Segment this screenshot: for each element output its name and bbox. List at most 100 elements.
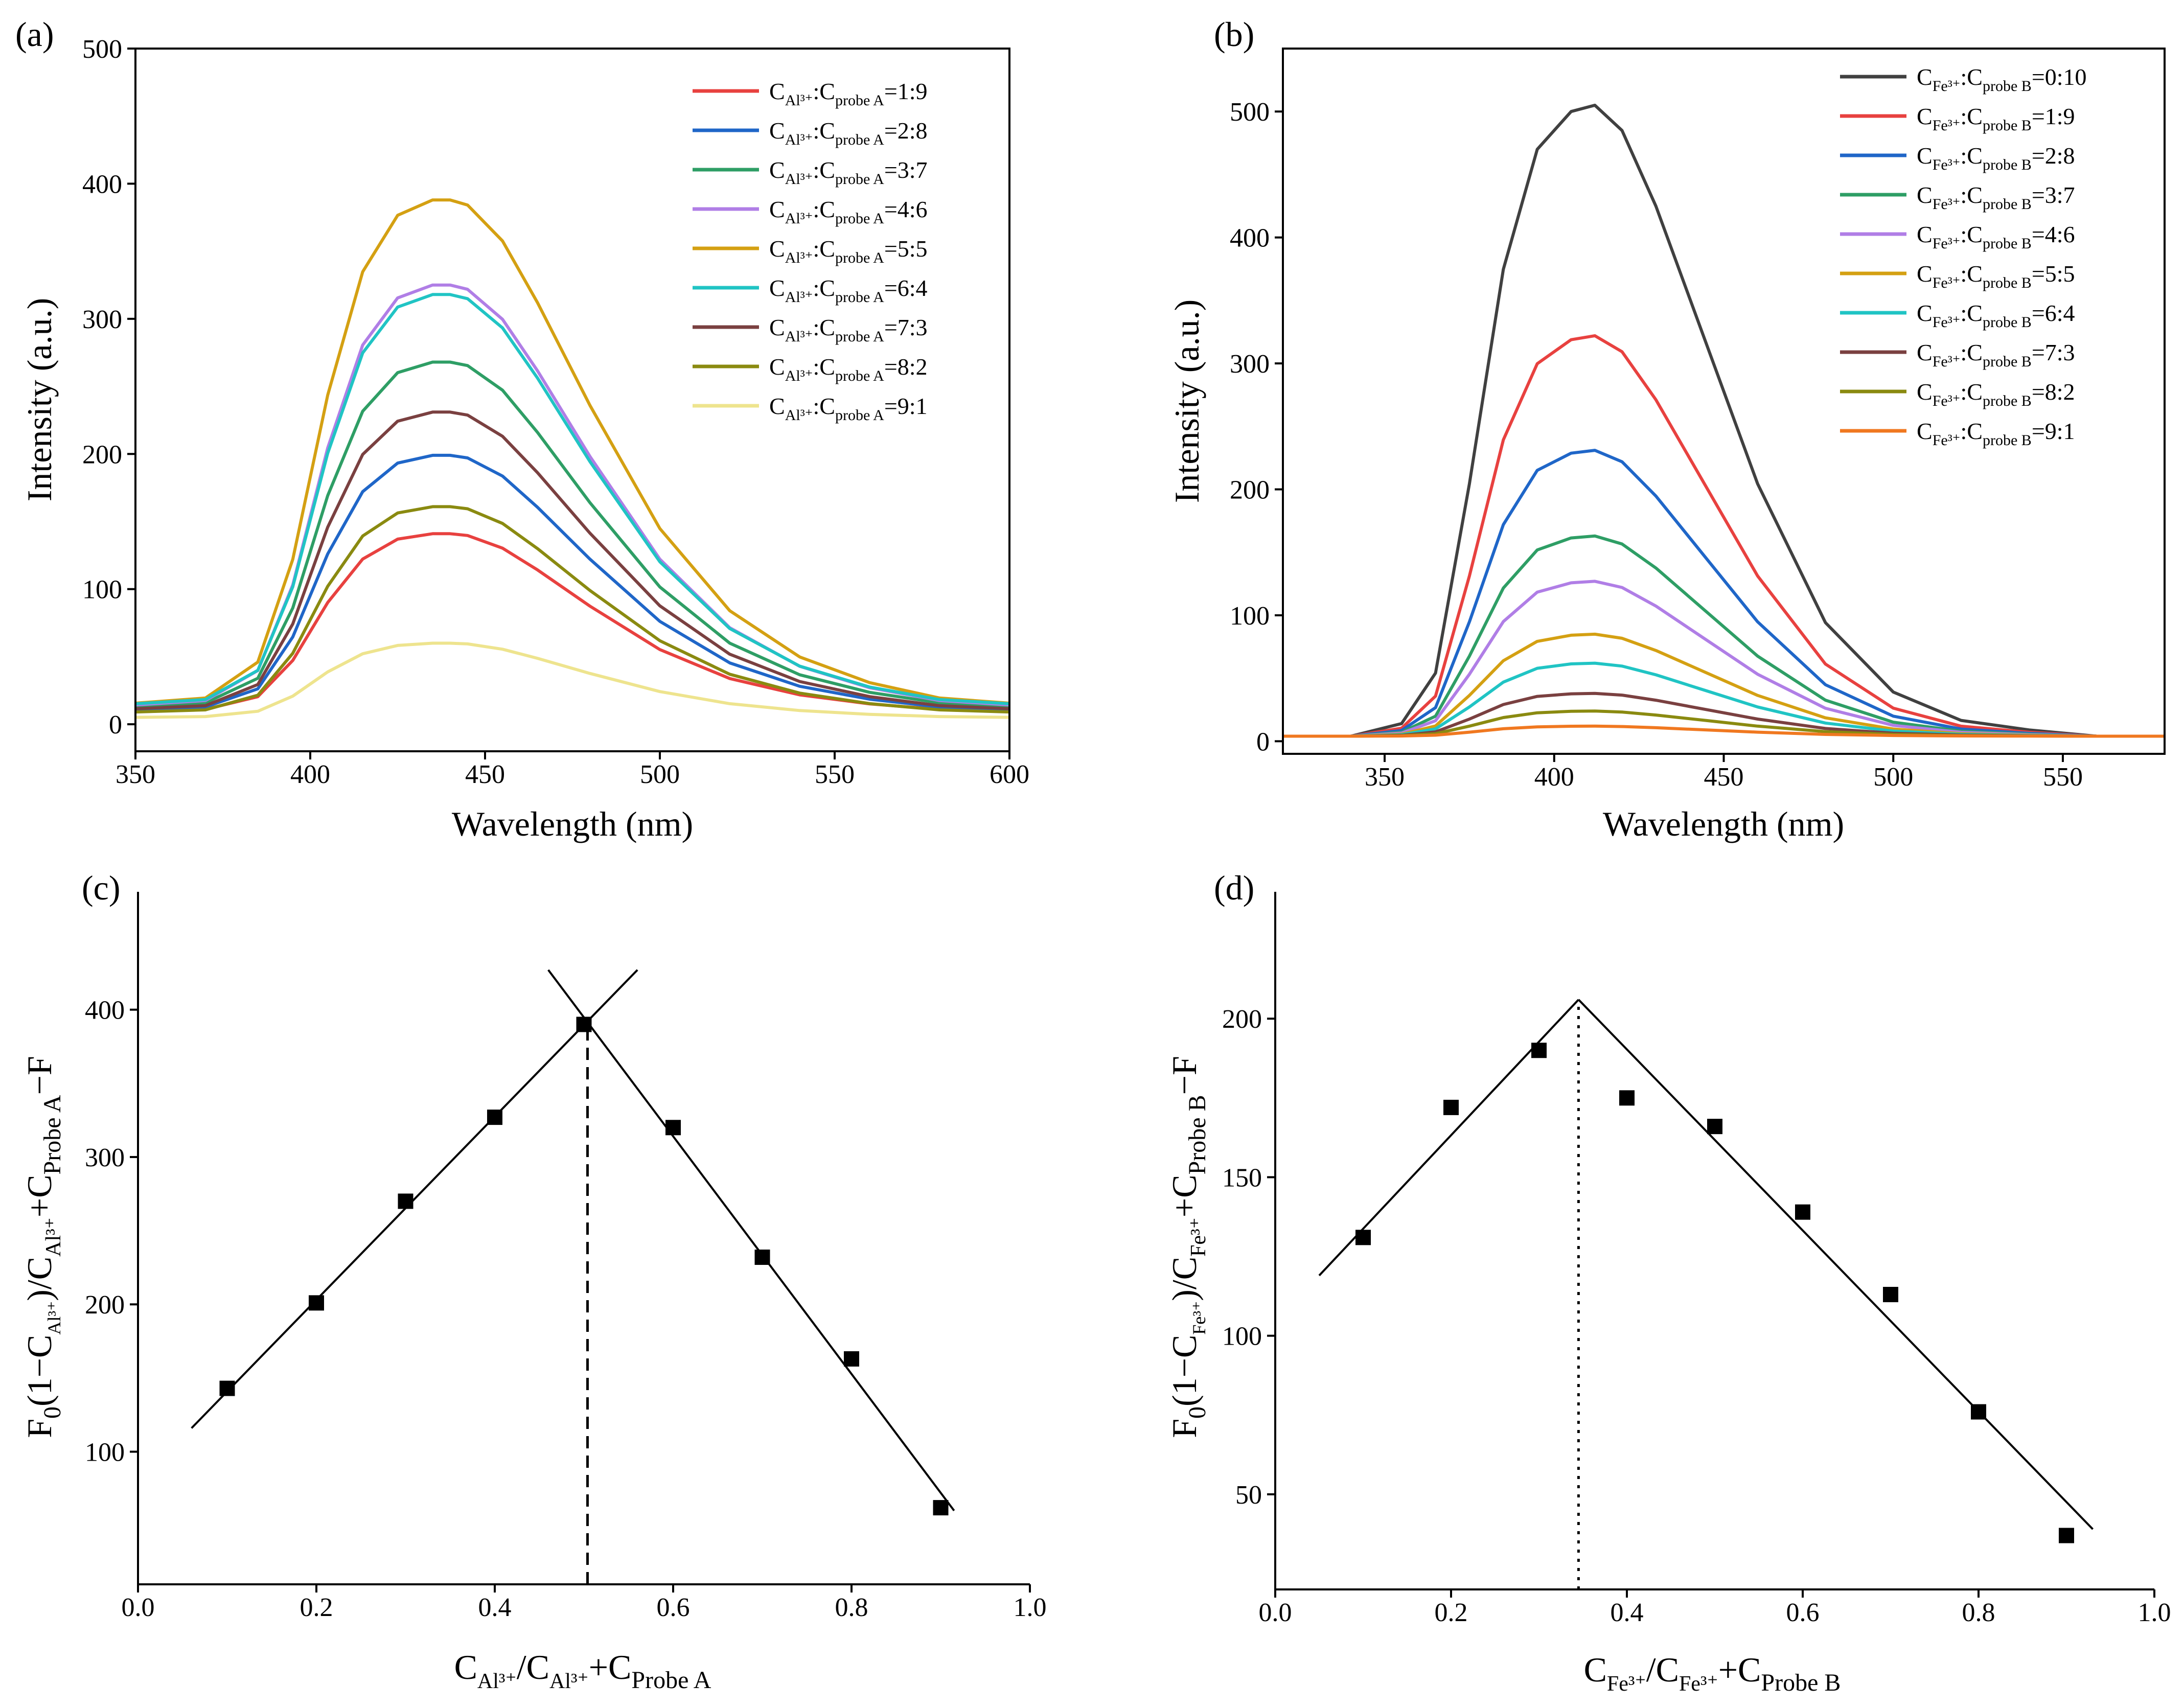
pa-series-line	[135, 283, 1010, 707]
pd-data-point	[1443, 1099, 1459, 1115]
pd-ytick-label: 50	[1235, 1481, 1262, 1510]
panel-d-fit-lines	[1318, 999, 2094, 1589]
pa-xtick-label: 600	[990, 760, 1029, 789]
pb-ytick-label: 300	[1230, 350, 1270, 379]
panel-a-label: (a)	[15, 15, 54, 54]
panel-b-legend: CFe³⁺:Cprobe B=0:10 CFe³⁺:Cprobe B=1:9 CFe…	[1840, 64, 2087, 449]
pa-series-line	[135, 505, 1010, 714]
panel-d-points	[1355, 1043, 2074, 1543]
pa-ytick-label: 300	[82, 305, 122, 334]
pb-series-line	[1283, 449, 2165, 738]
pc-xtick-label: 0.0	[122, 1593, 155, 1622]
pd-data-point	[1355, 1230, 1371, 1245]
pa-ytick-label: 100	[82, 575, 122, 605]
pc-data-point	[754, 1249, 770, 1265]
pa-series-line	[135, 410, 1010, 710]
panel-a: (a) 350 400 450 500 550 600 0 100 200 300 400 500 W…	[15, 15, 1029, 843]
pc-data-point	[487, 1110, 502, 1125]
panel-c-label: (c)	[82, 868, 120, 907]
panel-c-ticks: 0.0 0.2 0.4 0.6 0.8 1.0 100 200 300 400	[85, 996, 1047, 1622]
pb-series-line	[1283, 334, 2165, 738]
pb-legend-label: CFe³⁺:Cprobe B=8:2	[1917, 379, 2075, 409]
pa-xtick-label: 400	[290, 760, 330, 789]
pa-xtick-label: 550	[815, 760, 855, 789]
pa-series-line	[135, 198, 1010, 705]
pa-series-line	[135, 453, 1010, 711]
panel-d-label: (d)	[1214, 868, 1254, 907]
pd-ytick-label: 100	[1222, 1322, 1262, 1351]
pc-xtick-label: 0.6	[657, 1593, 690, 1622]
pb-ytick-label: 500	[1230, 98, 1270, 127]
panel-d-ticks: 0.0 0.2 0.4 0.6 0.8 1.0 50 100 150 200	[1222, 1005, 2171, 1627]
pd-ytick-label: 200	[1222, 1005, 1262, 1034]
pa-series-line	[135, 641, 1010, 719]
pa-legend-label: CAl³⁺:Cprobe A=9:1	[769, 393, 928, 424]
pd-data-point	[1531, 1043, 1547, 1058]
pc-ytick-label: 200	[85, 1290, 125, 1320]
pc-data-point	[844, 1351, 859, 1367]
pa-legend-label: CAl³⁺:Cprobe A=5:5	[769, 236, 928, 266]
pc-xtick-label: 0.2	[300, 1593, 333, 1622]
pb-ytick-label: 100	[1230, 602, 1270, 631]
panel-c: (c) 0.0 0.2 0.4 0.6 0.8 1.0 100 200 300 400 CAl³⁺…	[20, 868, 1047, 1694]
panel-c-ylabel: F0(1−CAl³⁺)/CAl³⁺+CProbe A−F	[20, 1056, 66, 1438]
pd-xtick-label: 0.6	[1786, 1598, 1820, 1627]
panel-d-xlabel: CFe³⁺/CFe³⁺+CProbe B	[1584, 1650, 1841, 1696]
pb-xtick-label: 400	[1534, 763, 1574, 792]
pa-ytick-label: 200	[82, 440, 122, 469]
pd-data-point	[1971, 1404, 1986, 1420]
pa-ytick-label: 0	[109, 710, 122, 740]
pa-ytick-label: 500	[82, 35, 122, 64]
panel-d-ylabel: F0(1−CFe³⁺)/CFe³⁺+CProbe B−F	[1165, 1056, 1211, 1438]
pb-legend-label: CFe³⁺:Cprobe B=7:3	[1917, 339, 2075, 370]
pc-data-point	[576, 1017, 592, 1032]
pb-series-line	[1283, 724, 2165, 738]
pb-ytick-label: 400	[1230, 224, 1270, 253]
pb-series-line	[1283, 103, 2165, 738]
pd-xtick-label: 1.0	[2138, 1598, 2171, 1627]
pb-legend-label: CFe³⁺:Cprobe B=4:6	[1917, 221, 2075, 252]
panel-a-curves	[135, 198, 1010, 719]
panel-b-ticks: 350 400 450 500 550 0 100 200 300 400 500	[1230, 98, 2083, 792]
pb-ytick-label: 200	[1230, 476, 1270, 505]
pb-legend-label: CFe³⁺:Cprobe B=6:4	[1917, 300, 2075, 331]
pa-xtick-label: 450	[465, 760, 505, 789]
pc-data-point	[219, 1380, 235, 1396]
pb-xtick-label: 350	[1365, 763, 1405, 792]
pa-series-line	[135, 293, 1010, 705]
pc-data-point	[933, 1500, 949, 1516]
pa-legend-label: CAl³⁺:Cprobe A=6:4	[769, 275, 928, 306]
panel-c-points	[219, 1017, 949, 1516]
pd-data-point	[2059, 1528, 2074, 1543]
pc-data-point	[309, 1295, 324, 1311]
pb-xtick-label: 550	[2043, 763, 2083, 792]
pd-ytick-label: 150	[1222, 1163, 1262, 1192]
pa-ytick-label: 400	[82, 170, 122, 199]
pd-xtick-label: 0.4	[1611, 1598, 1644, 1627]
panel-b: (b) 350 400 450 500 550 0 100 200 300 400 500 Wave…	[1167, 15, 2166, 843]
pb-legend-label: CFe³⁺:Cprobe B=5:5	[1917, 261, 2075, 291]
pc-data-point	[665, 1120, 681, 1136]
pa-legend-label: CAl³⁺:Cprobe A=4:6	[769, 196, 928, 227]
pc-xtick-label: 0.8	[835, 1593, 868, 1622]
panel-b-frame	[1282, 48, 2166, 755]
panel-c-xlabel: CAl³⁺/CAl³⁺+CProbe A	[454, 1648, 711, 1694]
pc-ytick-label: 100	[85, 1438, 125, 1467]
pc-ytick-label: 400	[85, 996, 125, 1025]
pc-xtick-label: 1.0	[1014, 1593, 1047, 1622]
pa-legend-label: CAl³⁺:Cprobe A=2:8	[769, 118, 928, 148]
pd-data-point	[1707, 1119, 1722, 1135]
pc-ytick-label: 300	[85, 1143, 125, 1172]
pd-xtick-label: 0.0	[1259, 1598, 1292, 1627]
pb-legend-label: CFe³⁺:Cprobe B=1:9	[1917, 103, 2075, 134]
pb-legend-label: CFe³⁺:Cprobe B=0:10	[1917, 64, 2087, 95]
pd-xtick-label: 0.2	[1435, 1598, 1468, 1627]
panel-b-ylabel: Intensity (a.u.)	[1167, 299, 1206, 503]
pb-legend-label: CFe³⁺:Cprobe B=2:8	[1917, 143, 2075, 173]
pb-xtick-label: 450	[1704, 763, 1744, 792]
panel-d: (d) 0.0 0.2 0.4 0.6 0.8 1.0 50 100 150 200 CFe³⁺/…	[1165, 868, 2171, 1696]
pb-legend-label: CFe³⁺:Cprobe B=9:1	[1917, 418, 2075, 449]
pa-legend-label: CAl³⁺:Cprobe A=3:7	[769, 157, 928, 188]
pc-fit-line	[191, 969, 638, 1429]
pa-legend-label: CAl³⁺:Cprobe A=8:2	[769, 354, 928, 384]
